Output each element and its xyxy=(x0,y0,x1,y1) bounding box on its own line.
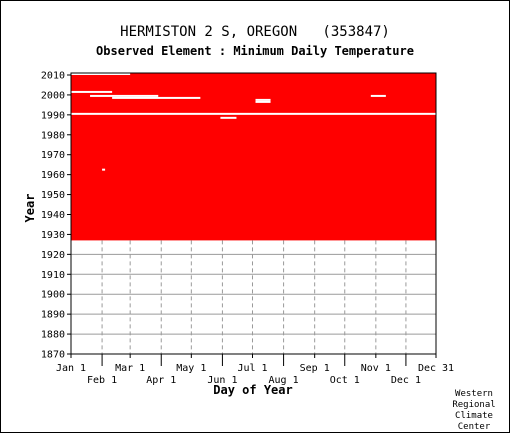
y-tick-label: 1880 xyxy=(41,330,65,341)
x-tick-label: Aug 1 xyxy=(269,375,299,386)
x-tick-label: Dec 1 xyxy=(391,375,421,386)
y-tick-label: 1870 xyxy=(41,350,65,361)
y-tick-label: 1920 xyxy=(41,250,65,261)
credit-line: Western xyxy=(455,389,493,399)
credit-line: Climate xyxy=(455,411,493,421)
y-tick-label: 2000 xyxy=(41,90,65,101)
x-tick-label: May 1 xyxy=(176,363,206,374)
missing-data-band xyxy=(370,94,386,97)
credit-line: Center xyxy=(457,422,491,432)
y-tick-label: 1970 xyxy=(41,150,65,161)
missing-data-band xyxy=(102,168,106,171)
missing-data-band xyxy=(255,100,271,103)
missing-data-band xyxy=(71,73,131,75)
y-tick-label: 1980 xyxy=(41,130,65,141)
missing-data-band xyxy=(112,96,201,99)
missing-data-layer xyxy=(71,73,436,171)
x-tick-label: Sep 1 xyxy=(300,363,330,374)
tick-layer: 1870 1880 1890 1900 1910 1920 1930 1940 1950 1960… xyxy=(41,70,454,386)
credit-text: Western Regional Climate Center xyxy=(446,389,502,433)
missing-data-band xyxy=(90,94,159,97)
missing-data-band xyxy=(255,98,271,101)
plot-border xyxy=(70,72,437,355)
x-tick-label: Mar 1 xyxy=(115,363,145,374)
x-tick-label: Jan 1 xyxy=(56,363,86,374)
x-axis-title: Day of Year xyxy=(213,383,292,397)
y-tick-label: 1900 xyxy=(41,290,65,301)
y-tick-label: 1890 xyxy=(41,310,65,321)
x-tick-label: Apr 1 xyxy=(146,375,176,386)
x-tick-label: Jun 1 xyxy=(207,375,237,386)
y-tick-label: 1960 xyxy=(41,170,65,181)
x-tick-label: Jul 1 xyxy=(237,363,267,374)
x-tick-label: Feb 1 xyxy=(87,375,117,386)
chart-subtitle: Observed Element : Minimum Daily Tempera… xyxy=(96,44,414,58)
missing-data-band xyxy=(71,90,113,93)
missing-data-band xyxy=(71,112,436,115)
credit-line: Regional xyxy=(452,400,496,410)
coverage-layer xyxy=(71,73,436,241)
chart-title: HERMISTON 2 S, OREGON (353847) xyxy=(120,24,390,40)
coverage-block xyxy=(71,73,436,241)
x-tick-label: Oct 1 xyxy=(330,375,360,386)
y-tick-label: 1990 xyxy=(41,110,65,121)
y-tick-label: 1930 xyxy=(41,230,65,241)
y-tick-label: 2010 xyxy=(41,70,65,81)
y-tick-label: 1950 xyxy=(41,190,65,201)
x-tick-label: Dec 31 xyxy=(418,363,454,374)
y-axis-title: Year xyxy=(23,194,37,223)
missing-data-band xyxy=(220,116,237,119)
y-tick-label: 1940 xyxy=(41,210,65,221)
y-tick-label: 1910 xyxy=(41,270,65,281)
grid-layer xyxy=(71,240,436,355)
x-tick-label: Nov 1 xyxy=(361,363,391,374)
